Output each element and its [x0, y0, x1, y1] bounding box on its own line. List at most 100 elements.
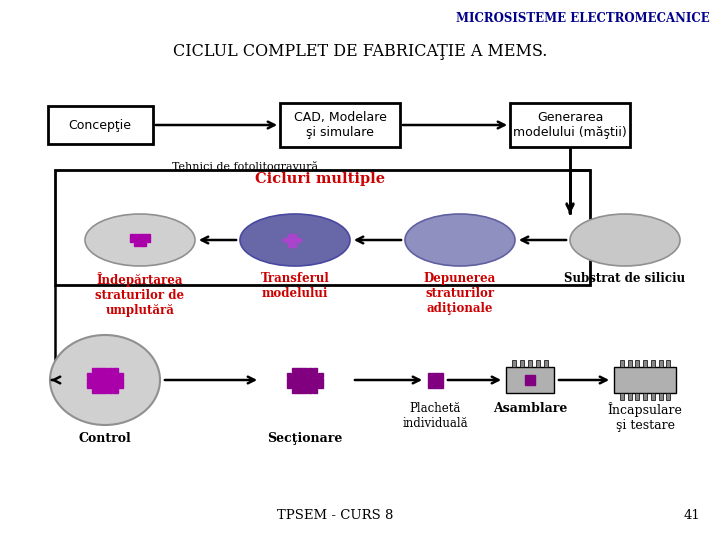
Bar: [510, 103, 630, 147]
Text: Plachetă
individuală: Plachetă individuală: [402, 402, 468, 430]
Text: Generarea
modelului (măştii): Generarea modelului (măştii): [513, 111, 627, 139]
Bar: [292, 388, 297, 393]
Bar: [287, 378, 292, 383]
Bar: [113, 378, 117, 383]
Text: Tehnici de fotolitogravură: Tehnici de fotolitogravură: [172, 161, 318, 172]
Bar: [113, 373, 117, 377]
Bar: [318, 378, 323, 383]
Bar: [312, 378, 318, 383]
Ellipse shape: [570, 214, 680, 266]
Text: Transferul
modelului: Transferul modelului: [261, 272, 329, 300]
Bar: [97, 373, 102, 377]
Bar: [97, 368, 102, 372]
Bar: [48, 106, 153, 144]
Bar: [97, 378, 102, 383]
Bar: [297, 238, 301, 242]
Bar: [283, 238, 287, 242]
Bar: [297, 388, 302, 393]
Bar: [102, 383, 107, 388]
Bar: [130, 238, 133, 242]
Bar: [635, 360, 639, 367]
Bar: [92, 378, 96, 383]
Text: CAD, Modelare
şi simulare: CAD, Modelare şi simulare: [294, 111, 387, 139]
Bar: [134, 238, 138, 242]
Bar: [318, 383, 323, 388]
Bar: [307, 378, 312, 383]
Bar: [102, 388, 107, 393]
Bar: [102, 373, 107, 377]
Text: TPSEM - CURS 8: TPSEM - CURS 8: [276, 509, 393, 522]
Bar: [287, 373, 292, 377]
Bar: [318, 373, 323, 377]
Bar: [92, 383, 96, 388]
Bar: [292, 234, 296, 238]
Bar: [113, 383, 117, 388]
Text: Îndepărtarea
straturilor de
umplutără: Îndepărtarea straturilor de umplutără: [96, 272, 184, 317]
Text: Secţionare: Secţionare: [267, 432, 343, 445]
Bar: [130, 234, 133, 238]
Bar: [118, 373, 122, 377]
Text: Cicluri multiple: Cicluri multiple: [255, 172, 385, 186]
Bar: [107, 383, 112, 388]
Text: MICROSISTEME ELECTROMECANICE: MICROSISTEME ELECTROMECANICE: [456, 12, 710, 25]
Bar: [536, 360, 540, 367]
Bar: [288, 238, 292, 242]
Bar: [138, 242, 142, 246]
Text: Încapsulare
şi testare: Încapsulare şi testare: [608, 402, 683, 432]
Bar: [544, 360, 548, 367]
Bar: [666, 360, 670, 367]
Bar: [288, 243, 292, 247]
Bar: [297, 383, 302, 388]
Bar: [628, 393, 631, 400]
Bar: [280, 103, 400, 147]
Bar: [134, 234, 138, 238]
Bar: [620, 393, 624, 400]
Text: Control: Control: [78, 432, 131, 445]
Ellipse shape: [50, 335, 160, 425]
Bar: [428, 373, 443, 388]
Bar: [302, 368, 307, 372]
Bar: [292, 243, 296, 247]
Bar: [97, 383, 102, 388]
Bar: [288, 234, 292, 238]
Bar: [87, 373, 91, 377]
Bar: [628, 360, 631, 367]
Bar: [138, 234, 142, 238]
Bar: [312, 388, 318, 393]
Bar: [287, 383, 292, 388]
Bar: [307, 368, 312, 372]
Bar: [512, 360, 516, 367]
Bar: [113, 388, 117, 393]
Bar: [659, 360, 662, 367]
Bar: [292, 373, 297, 377]
Bar: [92, 368, 96, 372]
Bar: [651, 393, 654, 400]
Bar: [506, 367, 554, 393]
Ellipse shape: [240, 214, 350, 266]
Bar: [520, 360, 524, 367]
Bar: [302, 373, 307, 377]
Ellipse shape: [85, 214, 195, 266]
Bar: [659, 393, 662, 400]
Bar: [102, 368, 107, 372]
Bar: [651, 360, 654, 367]
Bar: [614, 367, 676, 393]
Bar: [138, 238, 142, 242]
Bar: [643, 393, 647, 400]
Bar: [297, 368, 302, 372]
Bar: [297, 373, 302, 377]
Ellipse shape: [405, 214, 515, 266]
Bar: [302, 378, 307, 383]
Text: Depunerea
straturilor
adiţionale: Depunerea straturilor adiţionale: [424, 272, 496, 315]
Bar: [87, 383, 91, 388]
Bar: [146, 238, 150, 242]
Bar: [142, 234, 145, 238]
Bar: [292, 238, 296, 242]
Bar: [302, 388, 307, 393]
Bar: [643, 360, 647, 367]
Bar: [292, 378, 297, 383]
Bar: [307, 373, 312, 377]
Bar: [528, 360, 532, 367]
Bar: [113, 368, 117, 372]
Text: Asamblare: Asamblare: [492, 402, 567, 415]
